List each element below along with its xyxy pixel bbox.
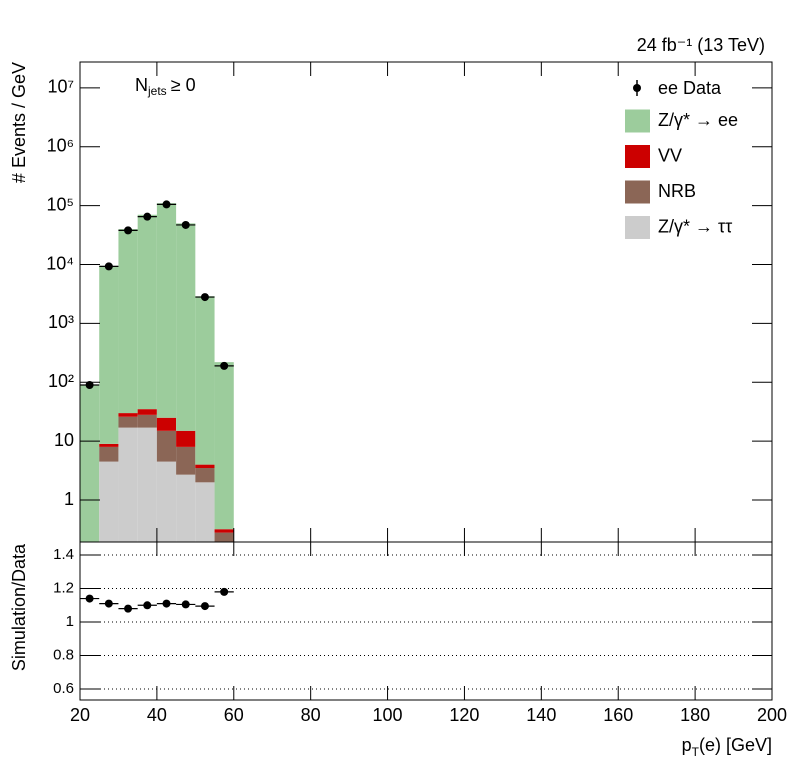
y-tick-label: 10⁴ <box>46 253 74 273</box>
ratio-point <box>85 594 94 603</box>
frame <box>79 541 773 701</box>
legend-swatch <box>625 216 650 239</box>
data-point <box>85 380 94 389</box>
ratio-point <box>162 599 171 608</box>
x-tick-label: 180 <box>680 705 710 725</box>
x-tick-label: 160 <box>603 705 633 725</box>
stack-segment <box>118 427 138 542</box>
stack-segment <box>214 529 234 533</box>
stack-segment <box>214 362 234 530</box>
legend-label: VV <box>658 145 682 165</box>
ratio-point <box>143 601 152 610</box>
ratio-y-axis-label: Simulation/Data <box>9 543 29 671</box>
annotation-sub: jets <box>147 84 167 98</box>
x-label-rest: (e) [GeV] <box>699 735 772 755</box>
ratio-point <box>181 600 190 609</box>
x-axis-label: pT(e) [GeV] <box>682 735 772 759</box>
stack-segment <box>195 482 215 542</box>
ratio-point <box>220 587 229 596</box>
stack-segment <box>156 461 177 542</box>
y-tick-label: 10⁷ <box>47 77 74 97</box>
legend-marker <box>633 84 641 92</box>
x-tick-label: 200 <box>757 705 787 725</box>
legend-label: Z/γ* → ee <box>658 110 738 130</box>
annotation-n: N <box>135 75 148 95</box>
stack-segment <box>118 413 138 417</box>
data-point <box>143 212 152 221</box>
x-tick-label: 120 <box>449 705 479 725</box>
legend-label: Z/γ* → ττ <box>658 216 732 236</box>
stack-segment <box>99 446 119 462</box>
stack-segment <box>176 474 196 542</box>
stack-segment <box>118 229 138 414</box>
stack-segment <box>156 430 177 462</box>
x-tick-label: 80 <box>301 705 321 725</box>
y-tick-label: 10³ <box>48 312 74 332</box>
stack-segment <box>99 443 119 447</box>
y-tick-label: 1.2 <box>53 579 74 596</box>
stack-segment <box>99 265 119 444</box>
stack-segment <box>156 417 177 431</box>
stack-segment <box>195 296 215 465</box>
data-point <box>124 226 133 235</box>
stack-segment <box>176 430 196 447</box>
data-point <box>104 262 113 271</box>
stack-segment <box>137 414 157 428</box>
y-tick-label: 10⁶ <box>47 136 74 156</box>
stack-segment <box>137 427 157 542</box>
annotation-cond: ≥ 0 <box>171 75 196 95</box>
y-tick-label: 1.4 <box>53 546 74 563</box>
legend-label: ee Data <box>658 78 722 98</box>
y-tick-label: 0.6 <box>53 680 74 697</box>
stack-segment <box>80 384 100 542</box>
ratio-point <box>124 604 133 613</box>
legend-label: NRB <box>658 181 696 201</box>
y-axis-label: # Events / GeV <box>9 62 29 183</box>
y-tick-label: 1 <box>66 613 74 630</box>
chart-title: 24 fb⁻¹ (13 TeV) <box>637 35 765 55</box>
data-point <box>200 293 209 302</box>
ratio-point <box>200 602 209 611</box>
y-tick-label: 10⁵ <box>47 194 74 214</box>
data-point <box>181 220 190 229</box>
x-label-p: p <box>682 735 692 755</box>
x-tick-label: 100 <box>373 705 403 725</box>
x-tick-label: 20 <box>70 705 90 725</box>
stack-segment <box>176 223 196 431</box>
stack-segment <box>99 461 119 542</box>
y-tick-label: 0.8 <box>53 646 74 663</box>
stack-segment <box>176 446 196 475</box>
x-tick-label: 60 <box>224 705 244 725</box>
x-tick-label: 140 <box>526 705 556 725</box>
legend-swatch <box>625 109 650 133</box>
stack-segment <box>118 416 138 428</box>
y-tick-label: 10 <box>54 430 74 450</box>
data-point <box>162 200 171 209</box>
x-label-sub: T <box>692 745 700 759</box>
stack-segment <box>137 214 157 410</box>
stack-segment <box>195 464 215 469</box>
stack-segment <box>214 532 234 542</box>
y-tick-label: 1 <box>64 489 74 509</box>
y-tick-label: 10² <box>48 371 74 391</box>
stack-segment <box>137 409 157 415</box>
legend-swatch <box>625 180 650 204</box>
annotation: Njets ≥ 0 <box>135 75 196 98</box>
data-point <box>220 361 229 370</box>
ratio-point <box>104 599 113 608</box>
x-tick-label: 40 <box>147 705 167 725</box>
stack-segment <box>156 203 177 418</box>
stack-segment <box>195 468 215 483</box>
legend-swatch <box>625 145 650 168</box>
